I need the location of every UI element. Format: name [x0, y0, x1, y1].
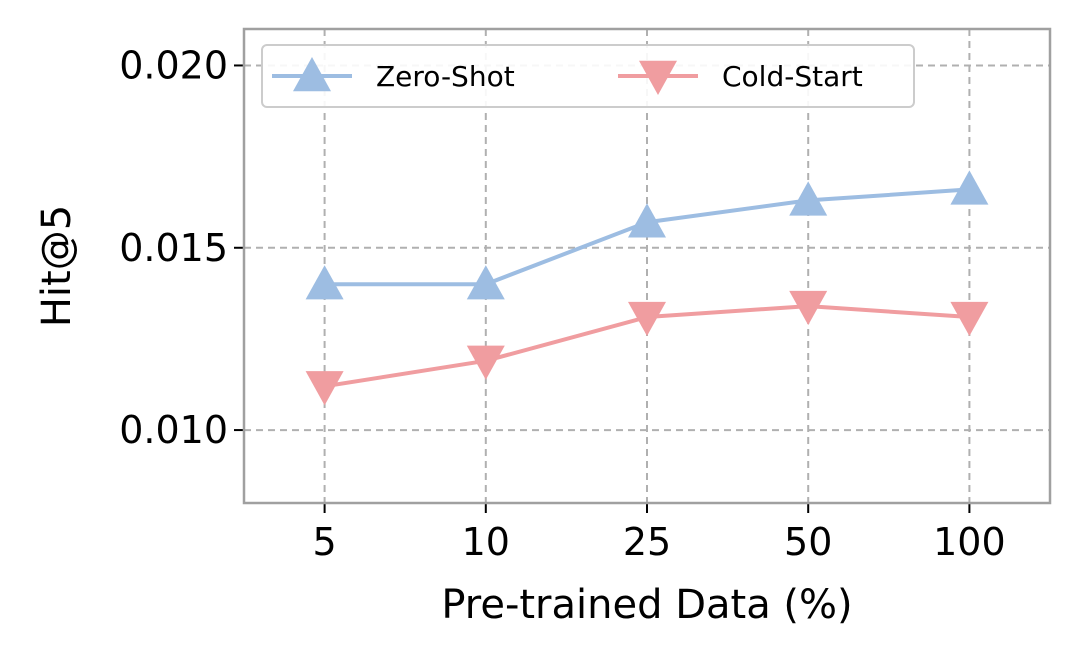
- data-point-zero-shot: [950, 170, 989, 205]
- data-point-zero-shot: [789, 181, 828, 216]
- series-layer: [305, 170, 989, 406]
- data-point-zero-shot: [466, 265, 505, 300]
- x-tick-label: 25: [623, 520, 671, 564]
- data-point-cold-start: [628, 301, 666, 337]
- plot-frame: [242, 27, 1052, 505]
- x-tick-label: 5: [313, 520, 337, 564]
- y-axis-label: Hit@5: [34, 205, 80, 327]
- data-point-cold-start: [950, 301, 989, 337]
- series-zero-shot: [305, 170, 989, 300]
- legend-box: [261, 44, 915, 108]
- x-axis-label: Pre-trained Data (%): [441, 582, 852, 628]
- legend-marker-zero-shot: [293, 57, 331, 92]
- axes: 5 10 25 50 100 0.010 0.015 0.020: [119, 43, 1005, 564]
- data-point-cold-start: [789, 290, 828, 326]
- y-tick-label: 0.010: [119, 408, 228, 452]
- legend-label-cold-start: Cold-Start: [722, 60, 863, 93]
- legend: Zero-Shot Cold-Start: [261, 44, 915, 108]
- x-tick-label: 100: [933, 520, 1006, 564]
- data-point-cold-start: [466, 345, 505, 380]
- data-point-zero-shot: [305, 265, 344, 300]
- legend-label-zero-shot: Zero-Shot: [376, 60, 515, 93]
- y-tick-label: 0.015: [119, 226, 228, 270]
- data-point-zero-shot: [628, 203, 666, 238]
- legend-marker-cold-start: [639, 60, 677, 95]
- x-tick-label: 50: [784, 520, 832, 564]
- series-cold-start: [305, 290, 989, 406]
- x-tick-label: 10: [462, 520, 510, 564]
- y-tick-label: 0.020: [119, 43, 228, 87]
- data-point-cold-start: [305, 371, 344, 406]
